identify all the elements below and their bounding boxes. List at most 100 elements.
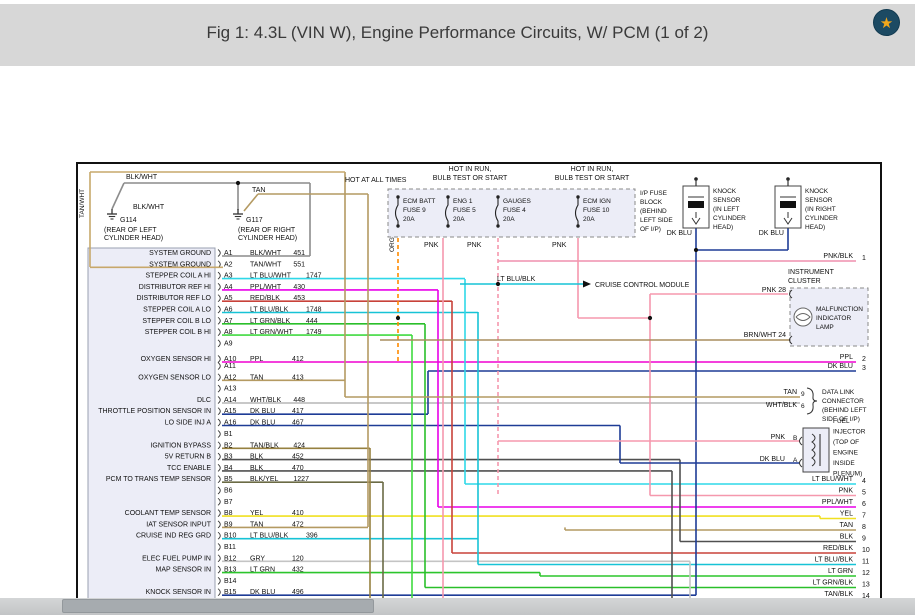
knock-sensor-label: (IN RIGHT bbox=[805, 206, 836, 213]
pcm-pin-label: STEPPER COIL A LO bbox=[143, 307, 211, 314]
fuse-amps: 20A bbox=[583, 216, 595, 223]
fuse-name: ENG 1 bbox=[453, 198, 473, 205]
fuel-injector-label: PLENUM) bbox=[833, 471, 862, 478]
pcm-pin-row-B4: B4 TCC ENABLE BLK 470 bbox=[167, 464, 304, 472]
right-wire-row-12: LT GRN 12 bbox=[828, 568, 870, 577]
wire-endpoint-number: 12 bbox=[862, 570, 870, 577]
dlc-bracket bbox=[806, 387, 818, 415]
pcm-pin-label: 5V RETURN B bbox=[165, 454, 212, 461]
pin-id: A9 bbox=[224, 340, 233, 347]
pin-id: A2 bbox=[224, 261, 233, 268]
wire-endpoint-number: 6 bbox=[862, 501, 866, 508]
wire-color-label: TAN/BLK bbox=[250, 442, 279, 449]
page-title: Fig 1: 4.3L (VIN W), Engine Performance … bbox=[206, 23, 709, 42]
wire-color-label: GRY bbox=[250, 555, 265, 562]
wire-color-label: BLK/YEL bbox=[250, 476, 279, 483]
knock-sensor bbox=[774, 177, 802, 229]
wire-color-label: LT BLU/WHT bbox=[812, 476, 854, 483]
pcm-pin-row-A7: A7 STEPPER COIL B LO LT GRN/BLK 444 bbox=[142, 316, 318, 325]
right-wire-row-10: RED/BLK 10 bbox=[823, 545, 870, 554]
knock-sensor-label: CYLINDER bbox=[805, 215, 838, 222]
dk-blu-label: DK BLU bbox=[759, 230, 784, 237]
pin-id: A10 bbox=[224, 356, 237, 363]
wire-color-label: BLK bbox=[840, 534, 854, 541]
pin-id: A16 bbox=[224, 420, 237, 427]
pcm-pin-row-B1: B1 bbox=[217, 430, 233, 438]
fuse-id: FUSE 10 bbox=[583, 207, 610, 214]
pcm-pin-row-B8: B8 COOLANT TEMP SENSOR YEL 410 bbox=[125, 509, 304, 517]
pcm-pin-label: LO SIDE INJ A bbox=[165, 420, 212, 427]
wire-color-label: RED/BLK bbox=[250, 295, 280, 302]
knock-sensor-label: SENSOR bbox=[805, 197, 833, 204]
pnk-wire-tag: PNK bbox=[552, 242, 567, 249]
pcm-pin-row-A10: A10 OXYGEN SENSOR HI PPL 412 bbox=[141, 355, 304, 363]
pcm-pin-row-A8: A8 STEPPER COIL B HI LT GRN/WHT 1749 bbox=[145, 328, 322, 336]
pcm-pin-label: STEPPER COIL B HI bbox=[145, 329, 211, 336]
circuit-number: 1747 bbox=[306, 273, 322, 280]
right-wire-row-7: YEL 7 bbox=[840, 511, 866, 520]
wire-color-label: RED/BLK bbox=[823, 545, 853, 552]
pin-id: B3 bbox=[224, 454, 233, 461]
circuit-number: 472 bbox=[292, 521, 304, 528]
dlc-label: SIDE OF I/P) bbox=[822, 416, 860, 423]
pin-id: B6 bbox=[224, 488, 233, 495]
fuse-id: FUSE 9 bbox=[403, 207, 426, 214]
wire-color-label: PPL bbox=[250, 356, 263, 363]
favorite-star-icon[interactable]: ★ bbox=[873, 9, 900, 36]
right-wire-row-4: LT BLU/WHT 4 bbox=[812, 476, 866, 485]
pcm-pin-label: DLC bbox=[197, 397, 211, 404]
fuse-name: ECM IGN bbox=[583, 198, 611, 205]
instrument-cluster-title: INSTRUMENT bbox=[788, 269, 835, 276]
circuit-number: 424 bbox=[293, 442, 305, 449]
pin-id: B9 bbox=[224, 521, 233, 528]
wire-endpoint-number: 13 bbox=[862, 582, 870, 589]
mil-label: INDICATOR bbox=[816, 315, 851, 322]
wire-endpoint-number: 1 bbox=[862, 255, 866, 262]
wire-endpoint-number: 7 bbox=[862, 513, 866, 520]
pin-id: B12 bbox=[224, 555, 237, 562]
pcm-pin-label: STEPPER COIL B LO bbox=[142, 318, 211, 325]
diagram-label: CYLINDER HEAD) bbox=[104, 235, 163, 242]
diagram-label: G114 bbox=[120, 217, 137, 224]
blk-wht-label: BLK/WHT bbox=[133, 204, 165, 211]
wire-color-label: LT BLU/WHT bbox=[250, 273, 292, 280]
pcm-pin-row-A3: A3 STEPPER COIL A HI LT BLU/WHT 1747 bbox=[146, 271, 322, 280]
wire-color-label: LT BLU/BLK bbox=[250, 307, 289, 314]
pin-id: A5 bbox=[224, 295, 233, 302]
injector-pin: B bbox=[793, 435, 797, 442]
pcm-pin-row-B15: B15 KNOCK SENSOR IN DK BLU 496 bbox=[146, 588, 304, 596]
horizontal-scrollbar[interactable] bbox=[0, 598, 915, 615]
diagram-viewport[interactable]: A1 SYSTEM GROUND BLK/WHT 451 A2 SYSTEM GROUND… bbox=[0, 66, 915, 615]
mil-label: MALFUNCTION bbox=[816, 306, 863, 313]
wire-color-label: TAN bbox=[250, 374, 263, 381]
dlc-label: (BEHIND LEFT bbox=[822, 407, 866, 414]
wire-color-label: PPL/WHT bbox=[250, 284, 282, 291]
pcm-pin-row-A5: A5 DISTRIBUTOR REF LO RED/BLK 453 bbox=[136, 294, 305, 302]
diagram-label: HOT IN RUN, bbox=[571, 166, 614, 173]
scrollbar-thumb[interactable] bbox=[62, 599, 374, 613]
tan-wht-vertical-label: TAN/WHT bbox=[79, 189, 86, 218]
wire-color-label: LT GRN/BLK bbox=[813, 580, 854, 587]
right-wire-row-11: LT BLU/BLK 11 bbox=[815, 557, 870, 566]
fuel-injector-label: INSIDE bbox=[833, 460, 855, 467]
fuse-name: ECM BATT bbox=[403, 198, 435, 205]
mil-label: LAMP bbox=[816, 324, 834, 331]
fuel-injector-label: (TOP OF bbox=[833, 439, 859, 446]
dlc-label: DATA LINK bbox=[822, 389, 855, 396]
pcm-pin-row-B2: B2 IGNITION BYPASS TAN/BLK 424 bbox=[150, 441, 305, 449]
wire-color-label: TAN bbox=[840, 522, 853, 529]
circuit-number: 496 bbox=[292, 589, 304, 596]
circuit-number: 448 bbox=[293, 397, 305, 404]
dlc-label: CONNECTOR bbox=[822, 398, 864, 405]
pcm-pin-row-B9: B9 IAT SENSOR INPUT TAN 472 bbox=[146, 520, 304, 528]
diagram-label: (REAR OF RIGHT bbox=[238, 227, 296, 234]
blk-wht-label: BLK/WHT bbox=[126, 174, 158, 181]
pcm-pin-label: SYSTEM GROUND bbox=[149, 261, 211, 268]
right-wire-row-14: TAN/BLK 14 bbox=[824, 591, 870, 600]
wire-color-label: LT GRN bbox=[250, 567, 275, 574]
fuel-injector-label: ENGINE bbox=[833, 450, 859, 457]
pin-id: A4 bbox=[224, 284, 233, 291]
pcm-pin-row-A9: A9 bbox=[217, 339, 233, 347]
